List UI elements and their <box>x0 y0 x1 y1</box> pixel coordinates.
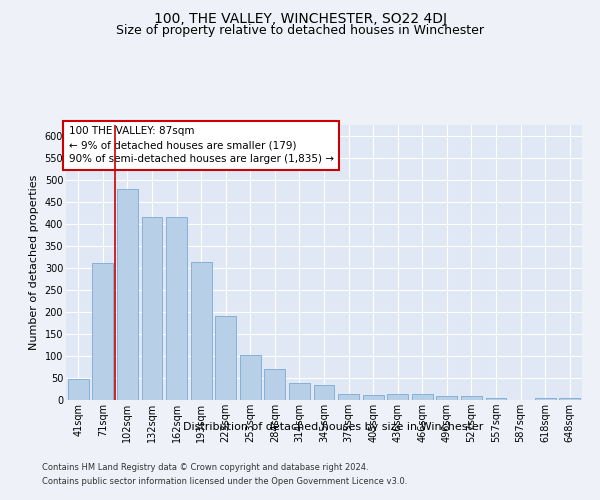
Bar <box>68 380 89 400</box>
Bar <box>191 262 212 400</box>
Text: Contains public sector information licensed under the Open Government Licence v3: Contains public sector information licen… <box>42 477 407 486</box>
Text: 100, THE VALLEY, WINCHESTER, SO22 4DJ: 100, THE VALLEY, WINCHESTER, SO22 4DJ <box>154 12 446 26</box>
Bar <box>117 189 138 400</box>
Bar <box>362 394 383 400</box>
Text: Distribution of detached houses by size in Winchester: Distribution of detached houses by size … <box>183 422 483 432</box>
Bar <box>412 394 433 400</box>
Bar <box>289 383 310 400</box>
Text: 100 THE VALLEY: 87sqm
← 9% of detached houses are smaller (179)
90% of semi-deta: 100 THE VALLEY: 87sqm ← 9% of detached h… <box>68 126 334 164</box>
Text: Size of property relative to detached houses in Winchester: Size of property relative to detached ho… <box>116 24 484 37</box>
Bar <box>142 218 163 400</box>
Bar <box>485 398 506 400</box>
Bar <box>436 396 457 400</box>
Bar <box>92 263 113 400</box>
Bar <box>559 398 580 400</box>
Bar <box>265 369 286 400</box>
Bar <box>535 398 556 400</box>
Bar <box>314 386 334 400</box>
Y-axis label: Number of detached properties: Number of detached properties <box>29 175 39 350</box>
Text: Contains HM Land Registry data © Crown copyright and database right 2024.: Contains HM Land Registry data © Crown c… <box>42 464 368 472</box>
Bar <box>387 394 408 400</box>
Bar <box>215 316 236 400</box>
Bar <box>240 354 261 400</box>
Bar <box>338 394 359 400</box>
Bar <box>461 396 482 400</box>
Bar <box>166 218 187 400</box>
